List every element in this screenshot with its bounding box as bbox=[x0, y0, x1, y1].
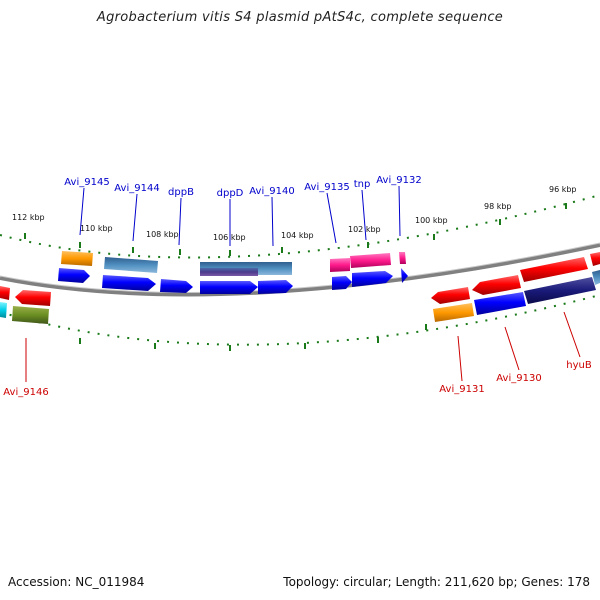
gene-tnp-pink[interactable] bbox=[350, 253, 391, 268]
gene-right-steel[interactable] bbox=[592, 270, 600, 285]
tick-label-106kbp: 106 kbp bbox=[213, 233, 246, 242]
gene-avi-9132-pink[interactable] bbox=[399, 252, 406, 264]
gene-avi-9131-red-arrow[interactable] bbox=[431, 287, 470, 304]
gene-avi-9144-arrow[interactable] bbox=[102, 275, 156, 291]
gene-label-avi-9130[interactable]: Avi_9130 bbox=[496, 373, 541, 384]
map-title: Agrobacterium vitis S4 plasmid pAtS4c, c… bbox=[96, 10, 504, 25]
gene-label-avi-9146[interactable]: Avi_9146 bbox=[3, 387, 48, 398]
gene-avi-9144-steel[interactable] bbox=[104, 257, 158, 273]
gene-left-red-arrow[interactable] bbox=[0, 286, 51, 306]
gene-label-avi-9140[interactable]: Avi_9140 bbox=[249, 186, 294, 197]
tick-label-96kbp: 96 kbp bbox=[549, 185, 577, 194]
gene-left-cyan[interactable] bbox=[0, 302, 7, 318]
gene-avi-9146-olive[interactable] bbox=[12, 306, 49, 324]
gene-dppD-purple[interactable] bbox=[200, 268, 258, 276]
gene-dppD-arrow[interactable] bbox=[200, 281, 258, 294]
gene-avi-9145-arrow[interactable] bbox=[58, 268, 90, 283]
inner-tick-ring bbox=[0, 294, 600, 351]
gene-label-avi-9131[interactable]: Avi_9131 bbox=[439, 384, 484, 395]
gene-tnp-arrow[interactable] bbox=[352, 271, 393, 287]
tick-label-110kbp: 110 kbp bbox=[80, 224, 113, 233]
gene-label-avi-9135[interactable]: Avi_9135 bbox=[304, 182, 349, 193]
accession-text: Accession: NC_011984 bbox=[8, 575, 145, 589]
gene-label-tnp[interactable]: tnp bbox=[354, 179, 371, 190]
gene-right-red-arrow[interactable] bbox=[520, 252, 600, 282]
gene-label-hyuB[interactable]: hyuB bbox=[566, 360, 592, 371]
gene-hyuB-navy[interactable] bbox=[524, 277, 596, 304]
tick-label-108kbp: 108 kbp bbox=[146, 230, 179, 239]
tick-label-104kbp: 104 kbp bbox=[281, 231, 314, 240]
gene-avi-9130-blue[interactable] bbox=[474, 292, 526, 315]
gene-avi-9135-pink[interactable] bbox=[330, 258, 350, 272]
gene-avi-9130-red-arrow[interactable] bbox=[472, 275, 521, 295]
gene-label-avi-9145[interactable]: Avi_9145 bbox=[64, 177, 109, 188]
tick-label-112kbp: 112 kbp bbox=[12, 213, 45, 222]
tick-label-102kbp: 102 kbp bbox=[348, 225, 381, 234]
gene-label-avi-9132[interactable]: Avi_9132 bbox=[376, 175, 421, 186]
gene-avi-9145-orange[interactable] bbox=[61, 251, 93, 266]
outer-tick-ring bbox=[0, 194, 600, 259]
reverse-leader-lines bbox=[25, 311, 581, 382]
gene-avi-9140-arrow[interactable] bbox=[258, 280, 293, 294]
tick-label-100kbp: 100 kbp bbox=[415, 216, 448, 225]
gene-label-avi-9144[interactable]: Avi_9144 bbox=[114, 183, 159, 194]
gene-avi-9140-steel[interactable] bbox=[258, 262, 292, 275]
tick-label-98kbp: 98 kbp bbox=[484, 202, 512, 211]
forward-leader-lines bbox=[79, 185, 401, 247]
topology-summary: Topology: circular; Length: 211,620 bp; … bbox=[283, 575, 590, 589]
gene-label-dppB[interactable]: dppB bbox=[168, 187, 194, 198]
gene-dppB-arrow[interactable] bbox=[160, 279, 193, 293]
gene-avi-9131-orange[interactable] bbox=[433, 303, 474, 322]
gene-avi-9135-arrow[interactable] bbox=[332, 276, 352, 290]
gene-avi-9132-arrow[interactable] bbox=[401, 268, 408, 283]
gene-label-dppD[interactable]: dppD bbox=[217, 188, 244, 199]
